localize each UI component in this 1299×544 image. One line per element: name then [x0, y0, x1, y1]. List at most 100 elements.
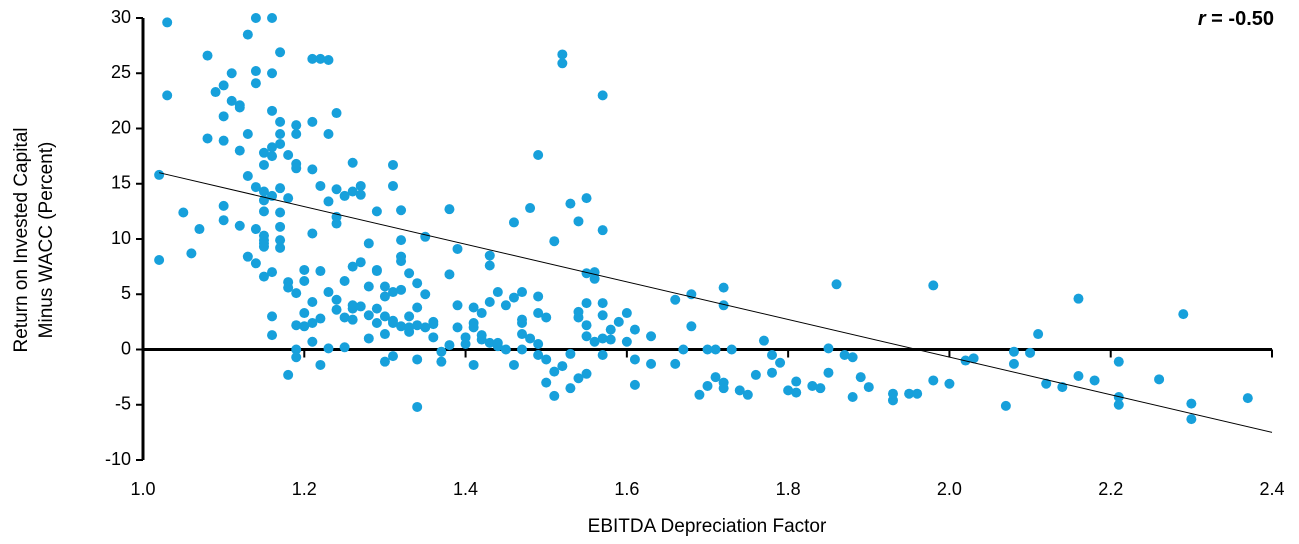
point — [718, 300, 729, 311]
point — [307, 296, 318, 307]
point — [323, 196, 334, 207]
point — [250, 13, 261, 23]
point — [621, 336, 632, 347]
point — [420, 322, 431, 333]
point — [420, 289, 431, 300]
point — [291, 344, 302, 355]
point — [517, 314, 528, 325]
point — [291, 129, 302, 140]
annotation-symbol: r — [1198, 8, 1207, 30]
point — [436, 346, 447, 357]
point — [508, 292, 519, 303]
point — [387, 351, 398, 362]
point — [275, 138, 286, 149]
point — [629, 354, 640, 365]
point — [525, 203, 536, 214]
point — [541, 312, 552, 323]
point — [250, 258, 261, 269]
point — [815, 383, 826, 394]
point — [186, 248, 197, 259]
point — [379, 356, 390, 367]
point — [267, 151, 278, 162]
point — [621, 308, 632, 319]
point — [855, 372, 866, 383]
point — [718, 383, 729, 394]
point — [549, 236, 560, 247]
point — [387, 287, 398, 298]
x-tick-label: 2.4 — [1259, 479, 1284, 499]
point — [758, 335, 769, 346]
point — [436, 356, 447, 367]
point — [242, 29, 253, 40]
point — [339, 190, 350, 201]
point — [646, 331, 657, 342]
y-tick-label: -10 — [105, 449, 131, 469]
point — [323, 343, 334, 354]
point — [396, 235, 407, 246]
point — [162, 90, 173, 101]
point — [299, 264, 310, 275]
point — [307, 53, 318, 64]
point — [307, 116, 318, 127]
point — [331, 108, 342, 119]
point — [428, 332, 439, 343]
point — [387, 315, 398, 326]
point — [823, 367, 834, 378]
point — [807, 380, 818, 391]
point — [258, 230, 269, 241]
y-axis-title: Return on Invested Capital — [11, 128, 32, 353]
y-tick-label: 20 — [111, 117, 131, 137]
point — [226, 68, 237, 79]
point — [347, 314, 358, 325]
point — [267, 311, 278, 322]
y-tick-label: 5 — [121, 283, 131, 303]
trend-line — [159, 172, 1273, 433]
point — [533, 338, 544, 349]
point — [323, 129, 334, 140]
point — [323, 54, 334, 65]
point — [734, 385, 745, 396]
point — [420, 231, 431, 242]
point — [613, 316, 624, 327]
point — [646, 358, 657, 369]
point — [597, 350, 608, 361]
point — [573, 216, 584, 227]
x-tick-label: 1.0 — [130, 479, 155, 499]
point — [283, 150, 294, 161]
annotation: r = -0.50 — [1198, 8, 1274, 30]
point — [549, 366, 560, 377]
point — [484, 260, 495, 271]
point — [702, 380, 713, 391]
point — [234, 220, 245, 231]
point — [557, 58, 568, 69]
point — [581, 268, 592, 279]
point — [541, 377, 552, 388]
point — [670, 294, 681, 305]
point — [476, 308, 487, 319]
x-tick-label: 1.8 — [776, 479, 801, 499]
y-tick-label: 0 — [121, 338, 131, 358]
point — [396, 256, 407, 267]
point — [1073, 293, 1084, 304]
point — [250, 78, 261, 89]
point — [468, 359, 479, 370]
point — [258, 271, 269, 282]
point — [783, 385, 794, 396]
point — [363, 310, 374, 321]
point — [565, 348, 576, 359]
point — [315, 313, 326, 324]
point — [347, 261, 358, 272]
point — [452, 322, 463, 333]
point — [275, 183, 286, 194]
point — [444, 269, 455, 280]
point — [412, 354, 423, 365]
point — [315, 53, 326, 64]
point — [597, 298, 608, 309]
point — [299, 308, 310, 319]
point — [468, 302, 479, 313]
point — [452, 243, 463, 254]
point — [839, 350, 850, 361]
point — [968, 353, 979, 364]
point — [1186, 398, 1197, 409]
point — [912, 388, 923, 399]
